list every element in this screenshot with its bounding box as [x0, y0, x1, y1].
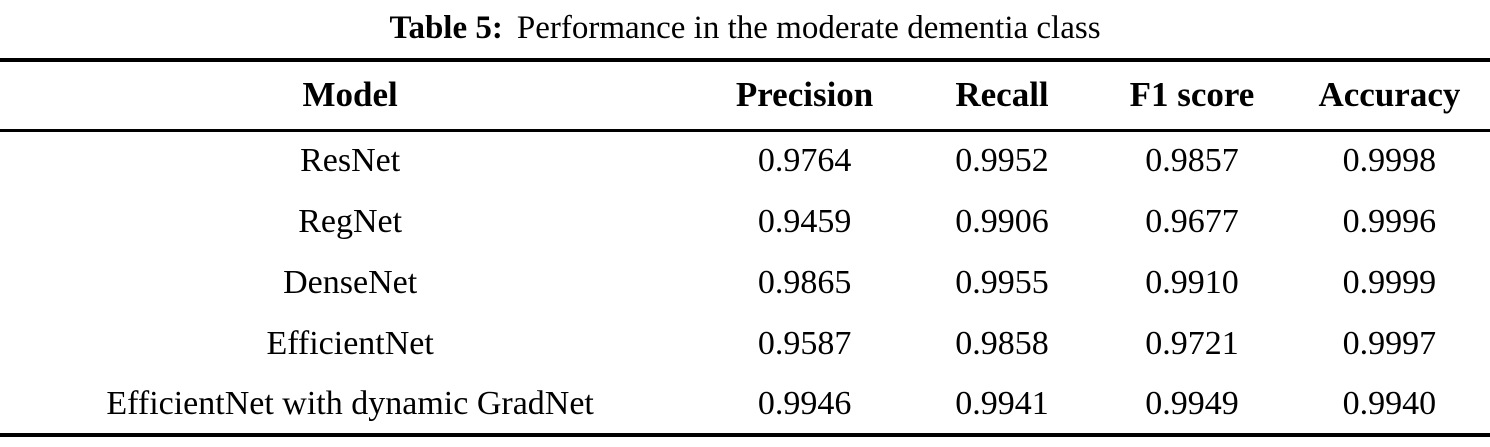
table-row-resnet: ResNet 0.9764 0.9952 0.9857 0.9998 — [0, 130, 1490, 191]
accuracy-cell: 0.9998 — [1342, 142, 1437, 180]
precision-cell: 0.9459 — [757, 202, 852, 240]
accuracy-cell: 0.9940 — [1342, 384, 1437, 422]
accuracy-cell: 0.9999 — [1342, 263, 1437, 301]
f1-score-cell: 0.9857 — [1145, 142, 1239, 180]
table-row-densenet: DenseNet 0.9865 0.9955 0.9910 0.9999 — [0, 252, 1490, 313]
precision-cell: 0.9865 — [757, 263, 852, 301]
model-name-cell: DenseNet — [283, 263, 418, 301]
table-caption: Table 5: Performance in the moderate deme… — [0, 0, 1490, 58]
model-name-cell: EfficientNet with dynamic GradNet — [106, 384, 594, 422]
accuracy-cell: 0.9997 — [1342, 324, 1437, 362]
table-row-efficientnet: EfficientNet 0.9587 0.9858 0.9721 0.9997 — [0, 313, 1490, 374]
column-header-accuracy: Accuracy — [1288, 60, 1490, 132]
model-name-cell: EfficientNet — [266, 324, 434, 362]
recall-cell: 0.9952 — [955, 142, 1049, 180]
model-name-cell: RegNet — [298, 202, 403, 240]
column-header-model: Model — [0, 60, 701, 132]
table-caption-text: Performance in the moderate dementia cla… — [516, 10, 1101, 46]
model-name-cell: ResNet — [300, 142, 401, 180]
f1-score-cell: 0.9721 — [1145, 324, 1239, 362]
column-header-f1-score: F1 score — [1095, 60, 1289, 132]
column-header-precision: Precision — [700, 60, 909, 132]
column-header-recall: Recall — [908, 60, 1096, 132]
recall-cell: 0.9906 — [955, 202, 1049, 240]
recall-cell: 0.9941 — [955, 384, 1049, 422]
f1-score-cell: 0.9949 — [1145, 384, 1239, 422]
accuracy-cell: 0.9996 — [1342, 202, 1437, 240]
recall-cell: 0.9955 — [955, 263, 1049, 301]
table-caption-label: Table 5: — [389, 10, 503, 46]
f1-score-cell: 0.9910 — [1145, 263, 1239, 301]
table-row-efficientnet-dynamic-gradnet: EfficientNet with dynamic GradNet 0.9946… — [0, 374, 1490, 435]
precision-cell: 0.9946 — [757, 384, 852, 422]
table-row-regnet: RegNet 0.9459 0.9906 0.9677 0.9996 — [0, 191, 1490, 252]
header-row: Model Precision Recall F1 score Accuracy — [0, 60, 1490, 132]
f1-score-cell: 0.9677 — [1145, 202, 1239, 240]
precision-cell: 0.9587 — [757, 324, 852, 362]
recall-cell: 0.9858 — [955, 324, 1049, 362]
precision-cell: 0.9764 — [757, 142, 852, 180]
performance-table: Model Precision Recall F1 score Accuracy… — [0, 58, 1490, 437]
